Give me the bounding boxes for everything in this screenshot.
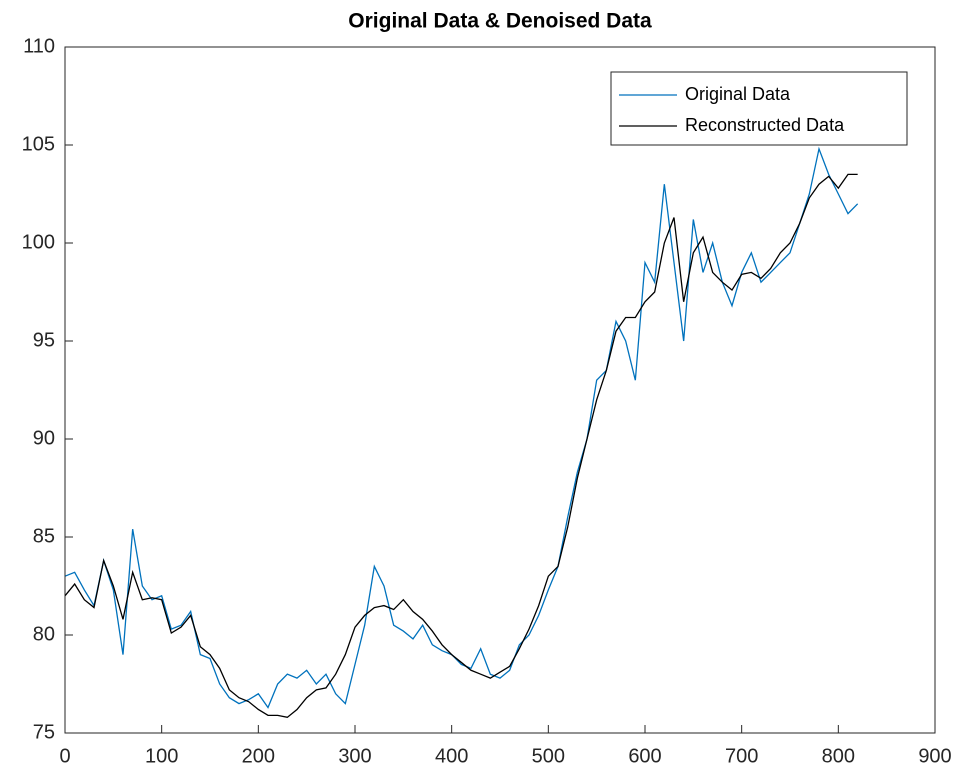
x-tick-label: 300 bbox=[338, 745, 371, 767]
x-tick-label: 400 bbox=[435, 745, 468, 767]
y-tick-label: 105 bbox=[22, 133, 55, 155]
x-tick-label: 600 bbox=[628, 745, 661, 767]
y-tick-label: 95 bbox=[33, 329, 55, 351]
y-tick-label: 110 bbox=[23, 35, 55, 57]
plot-frame bbox=[64, 46, 936, 734]
legend-box bbox=[610, 71, 908, 146]
data-line bbox=[64, 173, 858, 719]
y-tick-label: 80 bbox=[33, 623, 55, 645]
y-tick-label: 85 bbox=[33, 525, 55, 547]
y-tick-label: 90 bbox=[33, 427, 55, 449]
y-tick-label: 100 bbox=[22, 231, 55, 253]
x-tick-label: 100 bbox=[145, 745, 178, 767]
y-tick-label: 75 bbox=[33, 721, 55, 743]
x-tick-label: 0 bbox=[59, 745, 70, 767]
x-tick-label: 500 bbox=[532, 745, 565, 767]
x-tick-label: 200 bbox=[242, 745, 275, 767]
x-tick-label: 700 bbox=[725, 745, 758, 767]
legend-label: Reconstructed Data bbox=[685, 115, 845, 135]
legend-label: Original Data bbox=[685, 84, 791, 104]
data-line bbox=[64, 146, 859, 709]
x-tick-label: 900 bbox=[918, 745, 951, 767]
chart-title: Original Data & Denoised Data bbox=[348, 10, 652, 33]
x-tick-label: 800 bbox=[822, 745, 855, 767]
